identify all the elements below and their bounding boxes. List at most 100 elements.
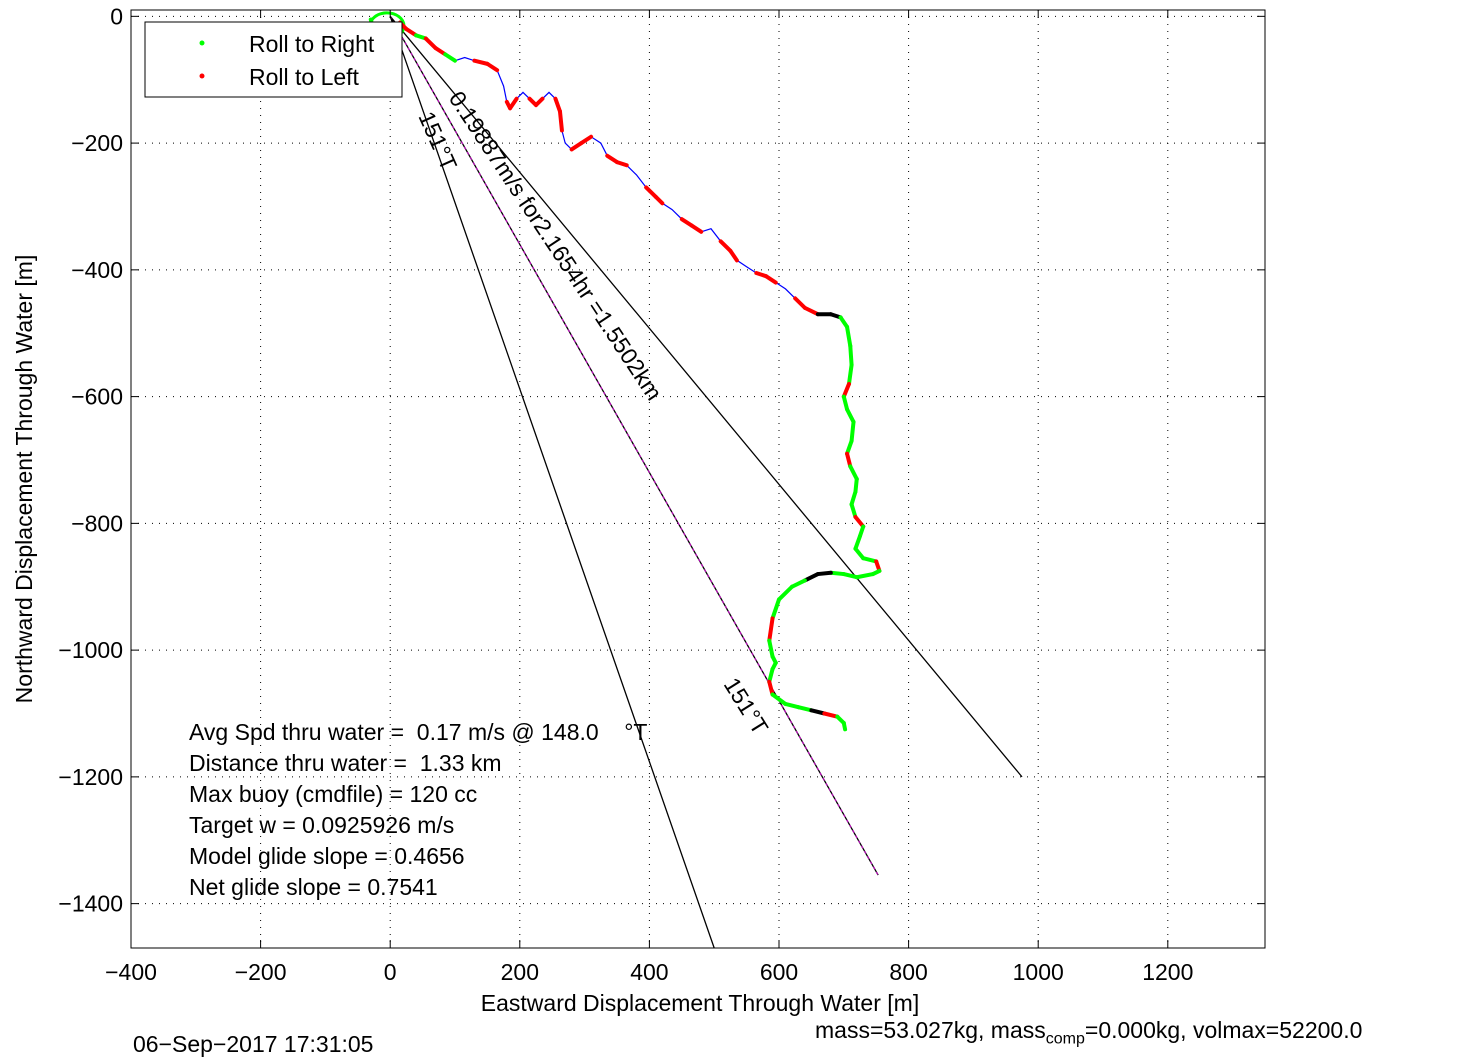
roll-segment [767,679,775,697]
tick-label-y: −800 [71,510,123,536]
roll-segment [848,343,854,367]
roll-segment [853,515,866,529]
legend-marker-left [199,73,205,79]
annotation-line-mid: 151°T [719,673,774,739]
stat-distance: Distance thru water = 1.33 km [189,750,502,776]
legend: Roll to Right Roll to Left [144,21,403,98]
roll-segment [796,705,814,713]
roll-segment [849,489,858,507]
mass-text: mass=53.027kg, mass [815,1017,1046,1043]
roll-segment [767,667,775,684]
roll-segment [815,570,833,577]
roll-segment [728,248,739,263]
tick-label-x: −200 [235,959,287,985]
tick-label-x: −400 [105,959,157,985]
roll-segment [764,274,778,285]
tick-label-y: −1400 [58,891,123,917]
roll-segment [579,134,594,146]
heading-line-mid-overlay [389,16,879,876]
timestamp: 06−Sep−2017 17:31:05 [133,1031,374,1057]
stat-net-glide: Net glide slope = 0.7541 [189,874,438,900]
roll-segment [841,394,850,412]
stat-max-buoy: Max buoy (cmdfile) = 120 cc [189,781,477,807]
roll-segment [853,546,866,561]
roll-segment [849,419,856,443]
legend-label-left: Roll to Left [249,64,360,90]
roll-segment [841,572,859,580]
tick-label-y: −200 [71,130,123,156]
tick-label-y: −1200 [58,764,123,790]
stat-avg-speed: Avg Spd thru water = 0.17 m/s @ 148.0 °T [189,719,647,745]
roll-segment [485,61,500,73]
roll-segment [848,464,859,481]
annotation-line-left: 151°T [413,107,462,174]
roll-segment [861,556,879,564]
roll-segment [767,638,775,659]
stat-target-w: Target w = 0.0925926 m/s [189,812,454,838]
tick-label-x: 800 [889,959,927,985]
roll-segment [853,477,859,494]
roll-segment [689,223,704,234]
legend-label-right: Roll to Right [249,31,375,57]
roll-segment [841,381,851,399]
roll-segment [770,597,781,621]
mass-rest: =0.000kg, volmax=52200.0 [1084,1017,1363,1043]
roll-segment [793,296,807,310]
roll-segment [802,572,820,583]
axis-ticks: −400 −200 0 200 400 600 800 1000 1200 0 −200 −400 −6… [58,3,1265,985]
roll-segment [553,96,562,114]
heading-line [389,16,715,949]
roll-segment [777,584,794,602]
mass-sub: comp [1045,1030,1085,1048]
roll-segment [828,570,846,577]
tick-label-y: 0 [110,3,123,29]
roll-segment [644,185,658,199]
legend-box [144,21,403,98]
roll-segment [767,616,775,643]
roll-segment [783,701,801,710]
roll-segment [770,692,788,706]
roll-segment [802,305,820,317]
tick-label-y: −1000 [58,637,123,663]
roll-segment [534,96,545,108]
plot-frame [130,9,1266,949]
roll-segment [845,451,853,469]
tick-label-x: 200 [501,959,539,985]
tick-label-y: −600 [71,384,123,410]
roll-segment [845,324,853,348]
roll-segment [472,58,490,66]
roll-segment [854,572,875,580]
stat-model-glide: Model glide slope = 0.4656 [189,843,465,869]
grid-lines [130,10,1265,948]
roll-segment [849,502,858,520]
stats-block: Avg Spd thru water = 0.17 m/s @ 148.0 °T… [189,719,647,900]
roll-segment [615,160,629,168]
roll-segments [368,17,882,732]
roll-segment [822,711,840,719]
tick-label-y: −400 [71,257,123,283]
roll-segment [841,721,848,732]
roll-segment [653,194,665,206]
tick-label-x: 1200 [1142,959,1193,985]
roll-segment [789,578,807,589]
y-axis-label: Northward Displacement Through Water [m] [11,255,37,704]
tick-label-x: 0 [384,959,397,985]
annotation-line-upper: 0.19887m/s for2.1654hr =1.5502km [444,86,668,404]
roll-segment [718,239,733,253]
track-line [370,19,881,730]
roll-segment [423,36,438,51]
x-axis-label: Eastward Displacement Through Water [m] [481,990,919,1016]
roll-segment [809,708,827,716]
roll-segment [845,438,854,456]
legend-marker-right [199,40,205,46]
tick-label-x: 600 [760,959,798,985]
tick-label-x: 400 [630,959,668,985]
roll-segment [508,96,519,111]
tick-label-x: 1000 [1013,959,1064,985]
roll-segment [845,407,856,424]
roll-segment [846,362,854,386]
heading-lines [389,15,1023,949]
roll-segment [557,109,564,133]
heading-line [389,15,1023,778]
